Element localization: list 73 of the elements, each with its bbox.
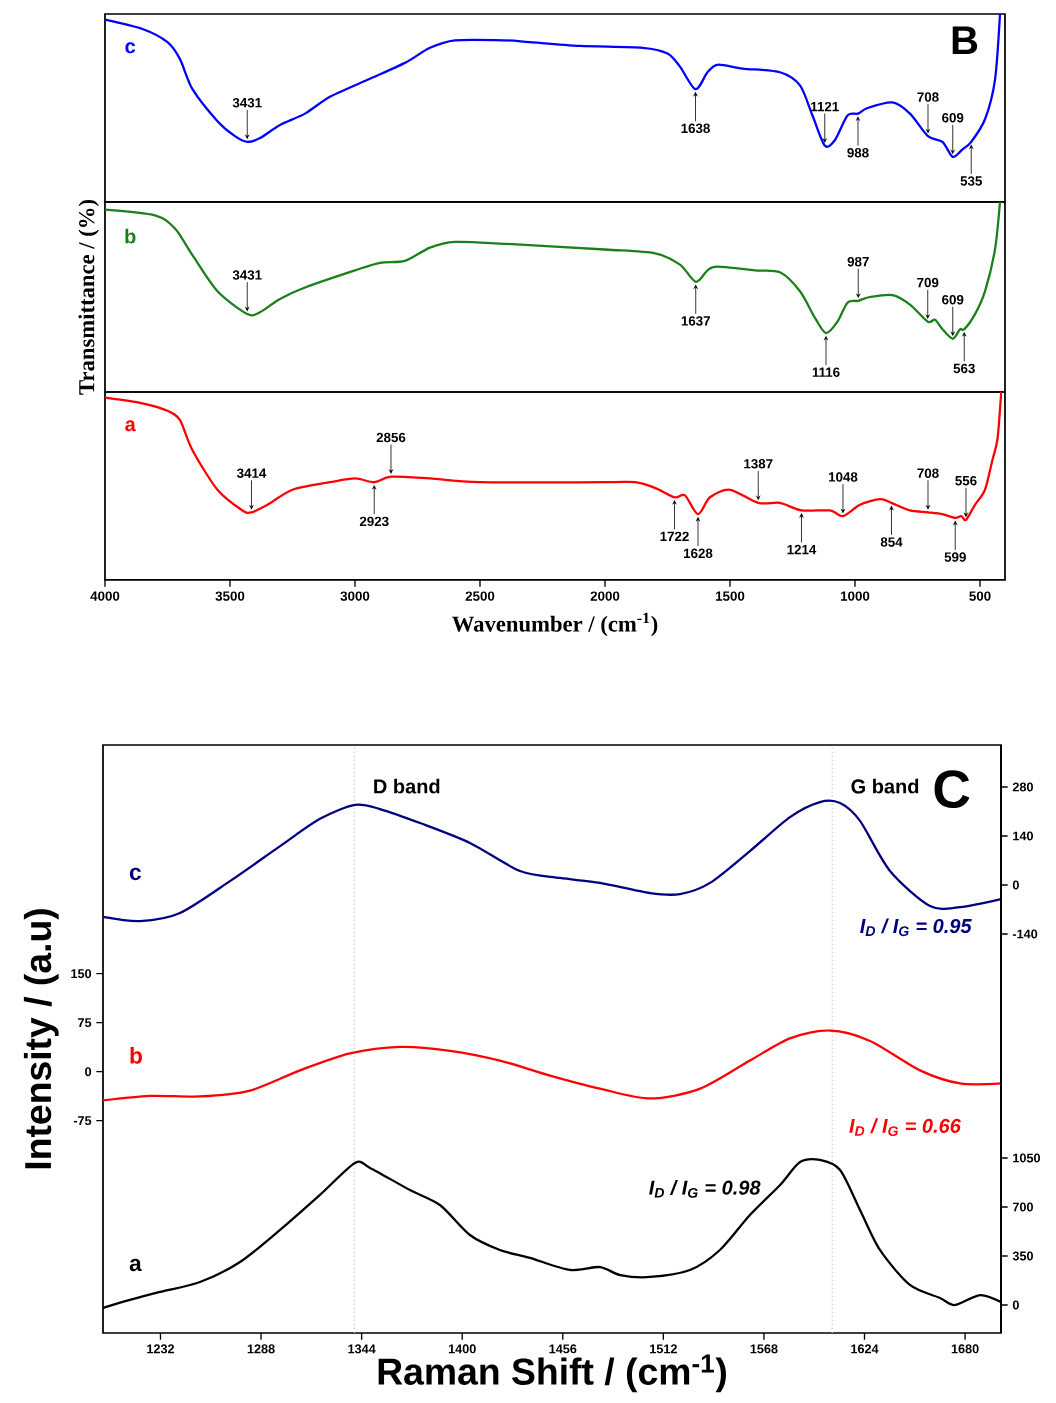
annotation: 556 [955,476,977,486]
annotation: 708 [917,468,939,478]
x-tick-label: 1400 [448,1344,476,1354]
x-tick-label: 1624 [851,1344,879,1354]
annotation: 1638 [681,123,710,134]
x-tick-label: 2000 [590,591,620,601]
annotation: I$_{D}$ / I$_{G}$ = 0.98 [649,1180,761,1198]
y-axis-title: Transmittance / (%) [78,200,99,395]
series-label: c [129,867,141,881]
annotation: I$_{D}$ / I$_{G}$ = 0.66 [849,1118,961,1137]
x-axis-title: Wavenumber / (cm$^{-1}$) [452,612,658,637]
series-label: a [125,420,136,432]
line-series [103,1029,1001,1102]
annotation: 1121 [811,101,839,112]
x-tick-label: 3500 [215,591,245,601]
series-label: b [130,1047,142,1064]
series-label: a [129,1258,142,1272]
y2-tick-label: 0 [1012,880,1019,890]
annotation: 599 [944,552,966,562]
y2-tick-label: 140 [1013,831,1033,841]
annotation: 3431 [232,270,262,280]
annotation: 3414 [236,468,267,478]
annotation: 854 [880,537,903,547]
y-tick-label: 0 [85,1067,92,1077]
y3-tick-label: 350 [1012,1251,1033,1261]
annotation: B [952,26,978,55]
x-tick-label: 500 [969,591,991,601]
y-axis-title: Intensity / (a.u) [23,909,59,1169]
series-label: b [125,228,136,244]
annotation: 1116 [812,367,840,377]
annotation: 609 [942,113,964,123]
annotation: 2856 [376,432,406,443]
annotation: 1387 [744,459,773,469]
annotation: 1048 [828,472,858,482]
annotation: 2923 [359,516,389,527]
x-tick-label: 1456 [549,1344,577,1354]
y3-tick-label: 700 [1012,1202,1033,1212]
x-tick-label: 1288 [247,1344,275,1354]
annotation: 708 [917,92,939,102]
annotation: 1637 [681,316,710,326]
annotation: 1628 [683,548,713,559]
x-tick-label: 1344 [348,1344,376,1354]
annotation: 987 [847,256,869,267]
x-tick-label: 1680 [951,1344,979,1354]
x-tick-label: 1000 [840,591,870,601]
x-tick-label: 1232 [147,1344,175,1354]
annotation: I$_{D}$ / I$_{G}$ = 0.95 [860,918,972,937]
annotation: 3431 [232,97,262,108]
annotation: 535 [960,176,982,186]
x-tick-label: 1512 [650,1344,677,1354]
y2-tick-label: -140 [1012,929,1038,939]
x-tick-label: 4000 [90,591,120,601]
x-tick-label: 1500 [715,591,745,601]
ref-line-label: G band [851,778,919,794]
annotation: 988 [847,148,869,158]
annotation: 709 [917,277,939,288]
y-tick-label: 75 [78,1018,92,1028]
annotation: C [934,770,970,808]
y3-tick-label: 1050 [1013,1153,1041,1163]
annotation: 1214 [787,544,817,555]
x-tick-label: 1568 [750,1344,778,1354]
ref-line-label: D band [374,778,440,794]
x-tick-label: 2500 [465,591,495,601]
y-tick-label: -75 [73,1116,92,1126]
series-label: c [125,42,136,54]
x-tick-label: 3000 [340,591,370,601]
annotation: 609 [942,294,964,305]
annotation: 563 [953,363,975,374]
y3-tick-label: 0 [1012,1300,1019,1310]
x-axis-title: Raman Shift / (cm$^{-1}$) [378,1354,726,1393]
annotation: 1722 [660,531,689,541]
y-tick-label: 150 [71,969,92,979]
y2-tick-label: 280 [1012,782,1033,792]
